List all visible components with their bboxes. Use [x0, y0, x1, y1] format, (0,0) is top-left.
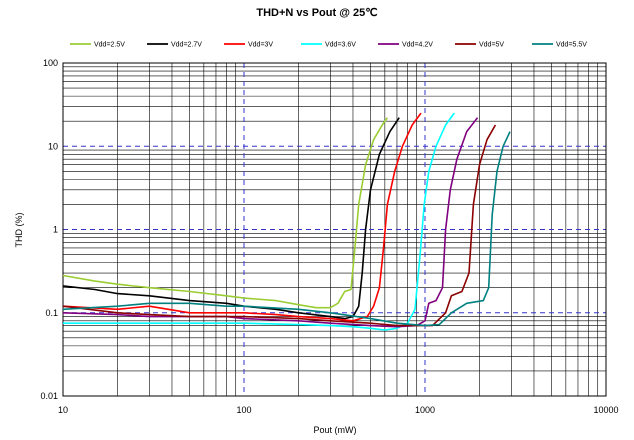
x-tick-label: 10000 [593, 405, 618, 415]
legend-label-7: Vdd=5.5V [556, 42, 587, 49]
legend-label-2: Vdd=2.7V [171, 42, 202, 49]
x-tick-label: 1000 [415, 405, 435, 415]
series-lines [62, 112, 511, 331]
series-line-4 [63, 112, 455, 331]
chart-title: THD+N vs Pout @ 25℃ [256, 7, 377, 19]
x-tick-label: 10 [58, 405, 68, 415]
chart-legend: Vdd=2.5V Vdd=2.7V Vdd=3V Vdd=3.6V Vdd=4.2V Vd… [70, 42, 587, 49]
series-line-5 [62, 117, 479, 328]
legend-label-5: Vdd=4.2V [402, 42, 433, 49]
series-line-3 [62, 112, 422, 322]
y-tick-label: 0.01 [40, 391, 58, 401]
plot-area-frame [62, 62, 607, 397]
legend-label-4: Vdd=3.6V [325, 42, 356, 49]
x-tick-label: 100 [236, 405, 251, 415]
series-line-1 [62, 117, 389, 309]
chart-grid [63, 63, 606, 396]
y-axis-label: THD (%) [14, 213, 24, 248]
y-tick-label: 10 [48, 141, 58, 151]
x-axis-label: Pout (mW) [313, 425, 356, 435]
legend-label-6: Vdd=5V [479, 42, 504, 49]
y-tick-label: 1 [53, 225, 58, 235]
y-tick-label: 100 [43, 58, 58, 68]
axis-ticks: 10 100 1000 10000 0.01 0.1 1 10 100 [40, 58, 618, 415]
y-tick-label: 0.1 [45, 308, 58, 318]
legend-label-3: Vdd=3V [248, 42, 273, 49]
series-line-6 [62, 124, 497, 327]
legend-label-1: Vdd=2.5V [94, 42, 125, 49]
series-line-7 [62, 131, 511, 327]
series-line-2 [62, 117, 400, 320]
